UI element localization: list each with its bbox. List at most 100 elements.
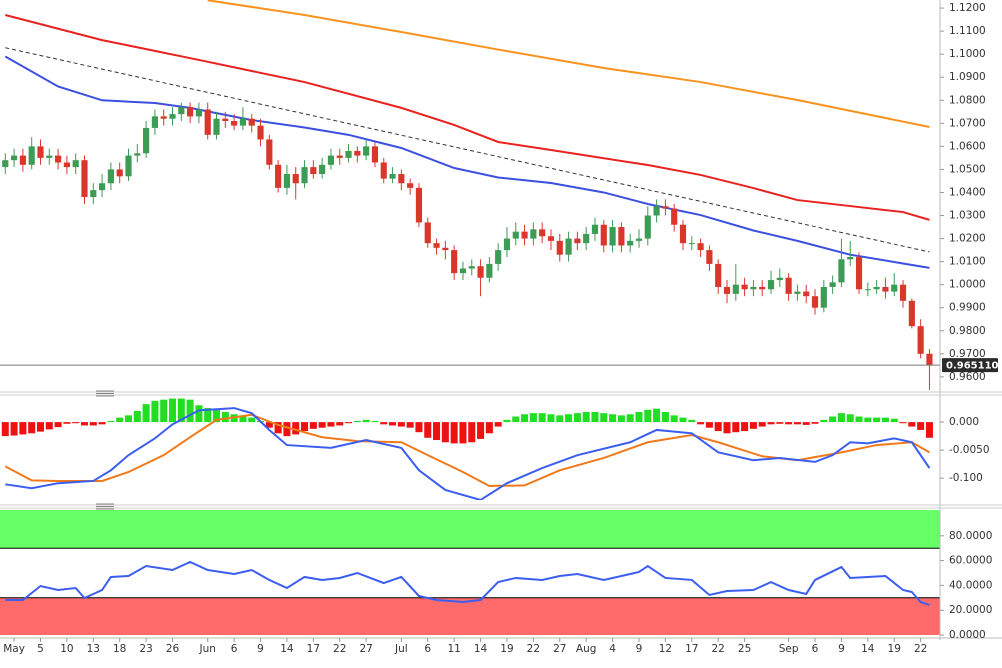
histogram-bar <box>318 422 326 428</box>
candle-body <box>354 150 361 156</box>
histogram-bar <box>556 415 564 423</box>
candle-body <box>468 266 475 269</box>
histogram-bar <box>89 422 97 426</box>
candle-body <box>811 296 819 308</box>
candle-body <box>512 231 519 239</box>
histogram-bar <box>485 422 493 434</box>
y-tick-label: 1.0300 <box>949 210 986 222</box>
histogram-bar <box>626 414 634 423</box>
candle-body <box>644 215 651 239</box>
x-tick-label: 22 <box>712 643 725 655</box>
x-tick-label: 23 <box>139 643 152 655</box>
candle-body <box>591 224 599 234</box>
candle-body <box>327 155 335 165</box>
histogram-bar <box>767 422 775 425</box>
histogram-bar <box>908 422 916 427</box>
x-tick-label: Jun <box>199 643 216 655</box>
histogram-bar <box>785 422 793 425</box>
indicator-line <box>4 413 930 487</box>
indicator-line <box>4 55 930 269</box>
x-tick-label: 9 <box>636 643 643 655</box>
histogram-bar <box>151 400 159 423</box>
histogram-bar <box>679 417 687 423</box>
x-tick-label: 22 <box>914 643 927 655</box>
candle-body <box>257 125 264 140</box>
candle-body <box>424 222 431 244</box>
x-tick-label: 12 <box>659 643 672 655</box>
candle-body <box>794 291 801 294</box>
x-tick-label: 17 <box>685 643 698 655</box>
candle-body <box>732 284 739 294</box>
candle-body <box>451 250 458 274</box>
y-tick-label: 0.9700 <box>949 348 986 360</box>
histogram-bar <box>864 417 872 423</box>
trend-line <box>5 47 930 253</box>
y-tick-label: 0.9600 <box>949 371 986 383</box>
candle-body <box>741 284 748 290</box>
indicator-line <box>5 407 931 500</box>
overbought-band <box>0 510 940 549</box>
candle-body <box>28 146 35 165</box>
candle-body <box>160 116 167 119</box>
x-tick-label: 25 <box>738 643 751 655</box>
y-tick-label: 1.0100 <box>949 256 986 268</box>
candle-body <box>838 259 845 283</box>
candle-body <box>266 139 273 165</box>
y-tick-label: 1.0000 <box>949 279 986 291</box>
candle-body <box>503 238 511 251</box>
candle-body <box>345 150 352 158</box>
histogram-bar <box>829 416 837 423</box>
y-tick-label: 0.000 <box>949 416 979 428</box>
histogram-bar <box>723 422 731 434</box>
histogram-bar <box>758 422 766 427</box>
candle-body <box>204 109 211 135</box>
histogram-bar <box>248 417 256 423</box>
histogram-bar <box>644 409 652 423</box>
histogram-bar <box>283 422 291 437</box>
histogram-bar <box>301 422 309 432</box>
histogram-bar <box>925 422 933 438</box>
histogram-bar <box>336 422 344 426</box>
price-panel <box>0 0 940 390</box>
y-tick-label: 1.0700 <box>949 117 986 129</box>
x-tick-label: 14 <box>861 643 875 655</box>
candle-body <box>926 353 933 366</box>
x-tick-label: 14 <box>474 643 488 655</box>
x-tick-label: 10 <box>60 643 73 655</box>
histogram-bar <box>503 419 511 423</box>
candle-body <box>565 238 572 255</box>
x-tick-label: 6 <box>231 643 238 655</box>
indicator-line <box>5 14 930 221</box>
candle-body <box>389 174 396 179</box>
histogram-bar <box>705 422 713 428</box>
resize-handle[interactable] <box>96 390 114 397</box>
candle-body <box>310 167 317 175</box>
histogram-bar <box>98 422 106 425</box>
candle-body <box>547 236 555 241</box>
histogram-bar <box>459 422 467 444</box>
candle-body <box>55 155 62 163</box>
histogram-bar <box>362 419 370 423</box>
candle-body <box>99 183 106 191</box>
candle-body <box>19 155 26 165</box>
candle-body <box>63 162 70 168</box>
histogram-bar <box>820 419 828 423</box>
candle-body <box>178 107 185 115</box>
histogram-bar <box>855 416 863 423</box>
y-tick-label: 1.1000 <box>949 48 986 60</box>
resize-handle[interactable] <box>96 503 114 510</box>
candle-body <box>407 183 414 188</box>
candle-body <box>723 286 731 294</box>
histogram-bar <box>186 399 194 423</box>
histogram-bar <box>309 422 317 429</box>
histogram-bar <box>274 422 282 434</box>
candle-body <box>107 169 114 184</box>
histogram-bar <box>899 422 907 424</box>
histogram-bar <box>415 422 423 433</box>
x-tick-label: 19 <box>500 643 513 655</box>
histogram-bar <box>327 422 335 427</box>
histogram-bar <box>591 412 599 423</box>
x-tick-label: 22 <box>333 643 346 655</box>
x-tick-label: Sep <box>779 643 799 655</box>
